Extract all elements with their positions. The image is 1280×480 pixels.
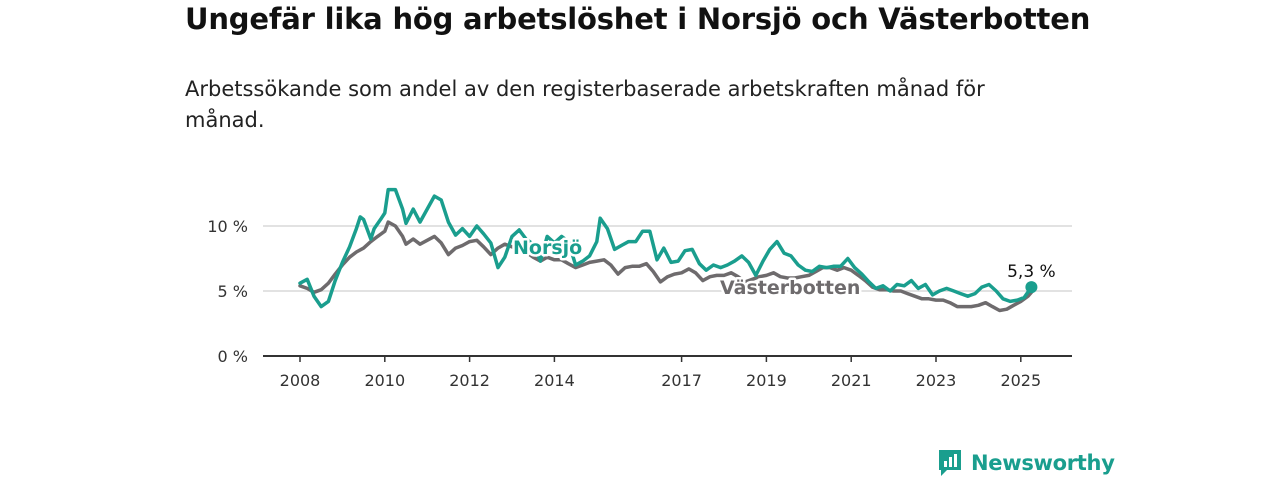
x-tick-labels: 2008 2010 2012 2014 2017 2019 2021 2023 2025: [280, 371, 1042, 390]
x-tick-label: 2025: [1000, 371, 1041, 390]
x-tick-label: 2008: [280, 371, 321, 390]
x-tick-label: 2021: [831, 371, 872, 390]
series-lines: [298, 187, 1038, 313]
chart-subtitle: Arbetssökande som andel av den registerb…: [185, 77, 985, 132]
chart-title: Ungefär lika hög arbetslöshet i Norsjö o…: [185, 2, 1091, 36]
end-value-label: 5,3 %: [1007, 262, 1056, 282]
y-tick-label: 5 %: [218, 282, 248, 301]
newsworthy-logo-icon: [939, 450, 961, 476]
series-labels: Norsjö Västerbotten 5,3 %: [511, 235, 1059, 302]
y-tick-labels: 0 % 5 % 10 %: [207, 217, 248, 366]
brand-logo: Newsworthy: [937, 448, 1115, 478]
series-line-norsjo: [298, 187, 1034, 309]
series-label-norsjo: Norsjö: [513, 237, 582, 259]
x-tick-label: 2014: [534, 371, 575, 390]
series-line-vasterbotten: [298, 220, 1034, 313]
x-tick-label: 2023: [916, 371, 957, 390]
y-tick-label: 10 %: [207, 217, 248, 236]
series-label-vasterbotten: Västerbotten: [720, 277, 860, 299]
x-tick-label: 2019: [746, 371, 787, 390]
x-tick-label: 2017: [661, 371, 702, 390]
x-tick-label: 2010: [364, 371, 405, 390]
x-axis: [263, 355, 1072, 362]
end-point-marker: [1025, 281, 1038, 294]
brand-name: Newsworthy: [971, 451, 1115, 475]
y-tick-label: 0 %: [218, 347, 248, 366]
x-tick-label: 2012: [449, 371, 490, 390]
